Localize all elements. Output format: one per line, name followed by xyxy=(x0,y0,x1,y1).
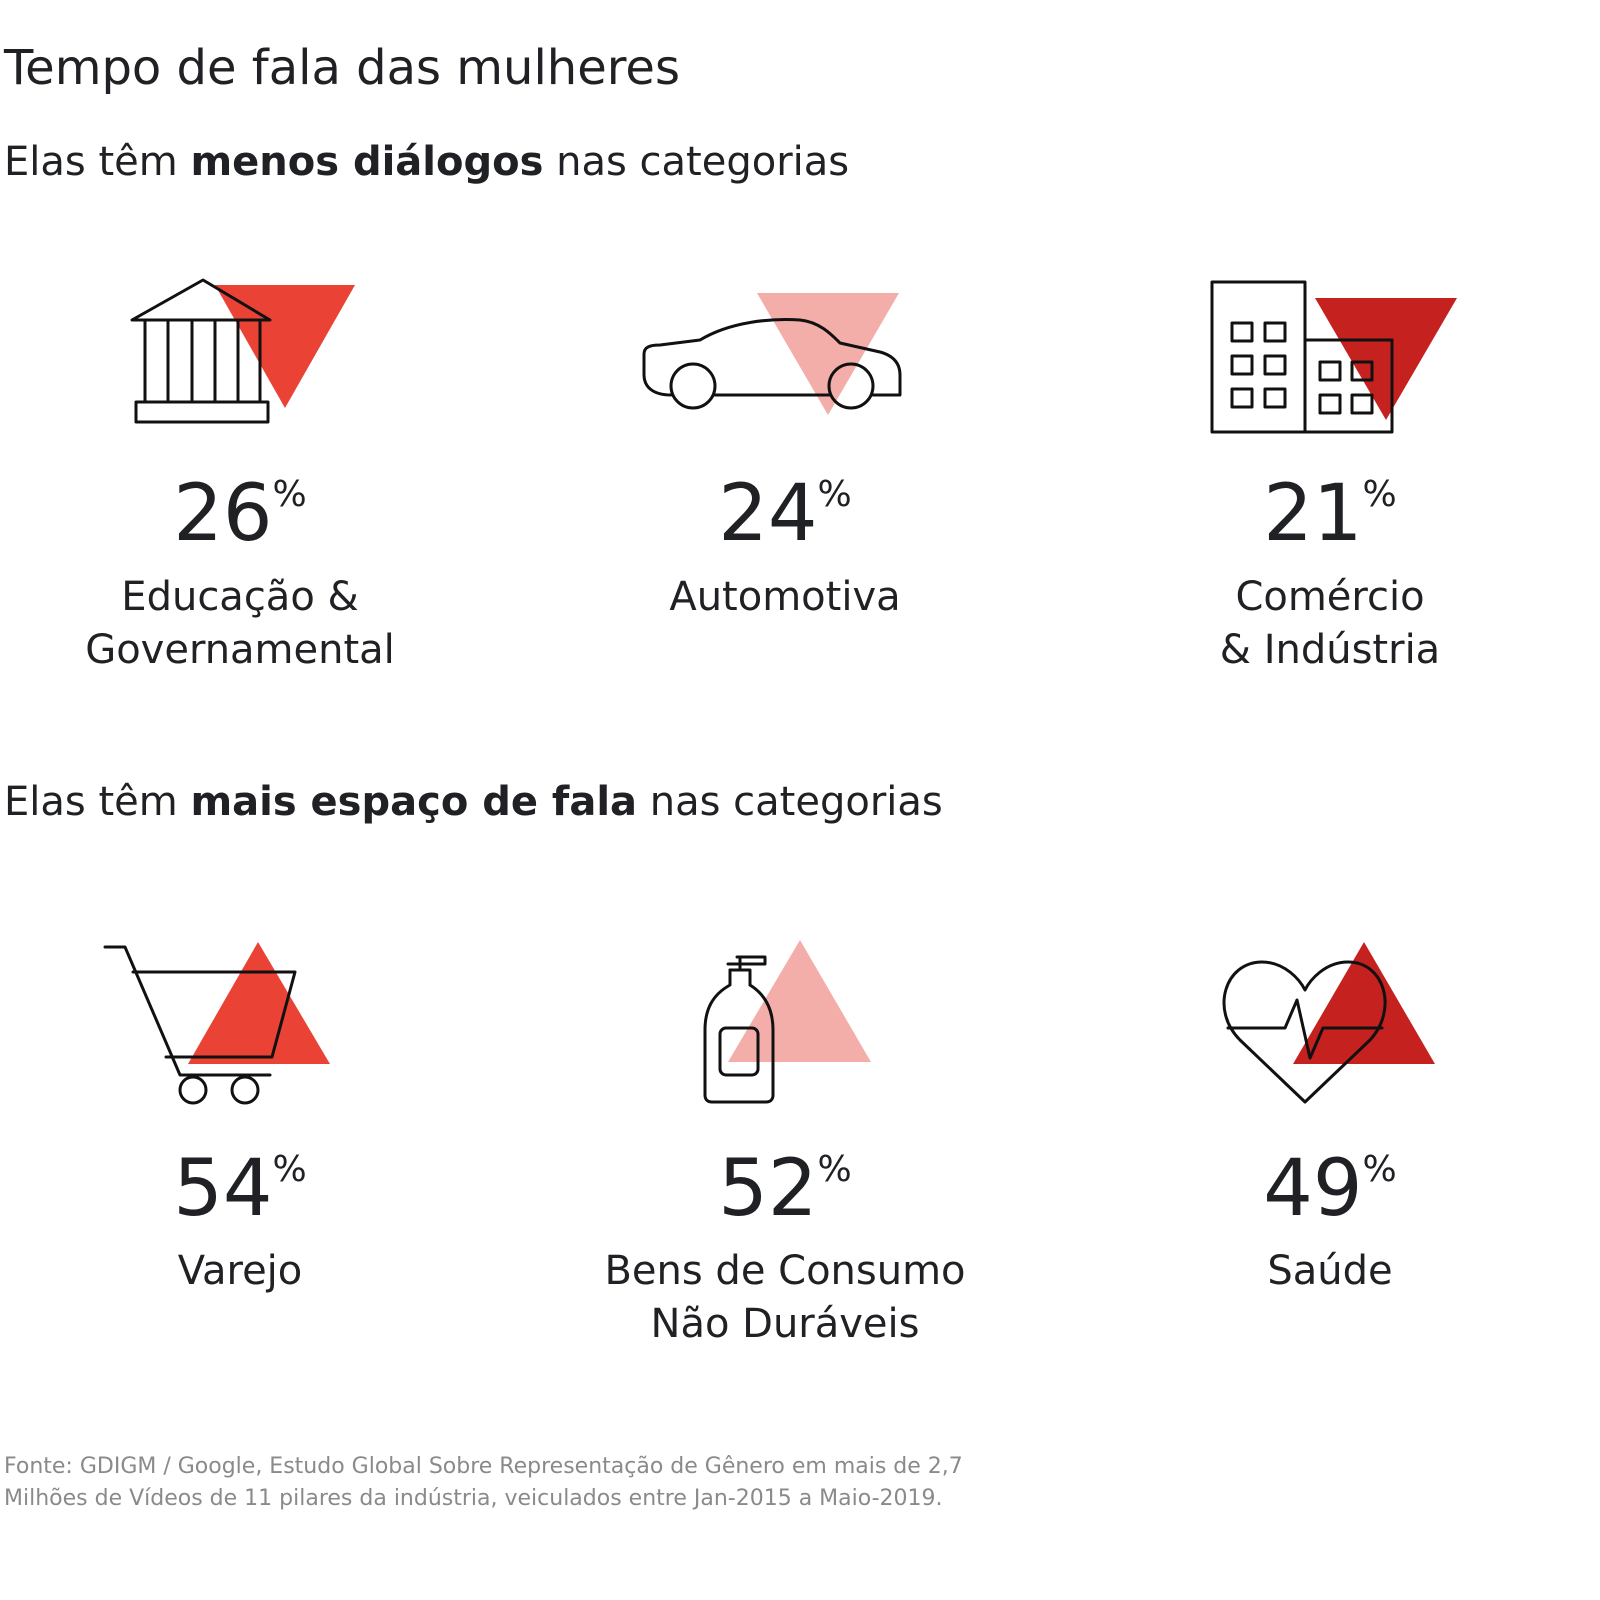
stat-unit: % xyxy=(1363,474,1397,515)
icon-car xyxy=(642,318,902,410)
stat: 24% xyxy=(718,469,851,559)
stat: 49% xyxy=(1263,1144,1396,1234)
icon-soap xyxy=(703,955,775,1104)
stat-unit: % xyxy=(273,1149,307,1190)
heading-text: Elas têm xyxy=(4,139,178,185)
footer-line: Milhões de Vídeos de 11 pilares da indús… xyxy=(4,1486,943,1511)
stat: 52% xyxy=(718,1144,851,1234)
stat-value: 52 xyxy=(718,1144,817,1234)
footer-line: Fonte: GDIGM / Google, Estudo Global Sob… xyxy=(4,1454,963,1479)
title: Tempo de fala das mulheres xyxy=(3,40,680,96)
heading-text: nas categorias xyxy=(556,139,849,185)
icon-buildings xyxy=(1210,280,1394,434)
stat: 26% xyxy=(173,469,306,559)
stat-unit: % xyxy=(273,474,307,515)
heading-bold: menos diálogos xyxy=(190,139,543,185)
stat-label: Varejo xyxy=(178,1248,303,1294)
triangle xyxy=(1315,298,1457,420)
heading-bold: mais espaço de fala xyxy=(190,779,637,825)
stat-unit: % xyxy=(1363,1149,1397,1190)
stat-value: 54 xyxy=(173,1144,272,1234)
icon-heart xyxy=(1222,960,1387,1104)
stat-label: Educação & xyxy=(121,574,358,620)
triangle xyxy=(188,942,330,1064)
stat: 54% xyxy=(173,1144,306,1234)
stat-label: Não Duráveis xyxy=(651,1301,920,1347)
heading-text: Elas têm xyxy=(4,779,178,825)
triangle xyxy=(728,940,871,1062)
stat-label: & Indústria xyxy=(1220,627,1440,673)
stat-value: 26 xyxy=(173,469,272,559)
section-heading: Elas têm menos diálogos nas categorias xyxy=(4,139,849,185)
stat-label: Bens de Consumo xyxy=(604,1248,965,1294)
stat-value: 24 xyxy=(718,469,817,559)
stat-unit: % xyxy=(818,1149,852,1190)
stat-label: Governamental xyxy=(85,627,395,673)
stat: 21% xyxy=(1263,469,1396,559)
stat-value: 49 xyxy=(1263,1144,1362,1234)
heading-text: nas categorias xyxy=(650,779,943,825)
triangle xyxy=(215,285,355,408)
stat-label: Automotiva xyxy=(669,574,900,620)
stat-label: Saúde xyxy=(1267,1248,1392,1294)
triangle xyxy=(1293,942,1435,1064)
triangle xyxy=(757,293,899,415)
stat-unit: % xyxy=(818,474,852,515)
stat-label: Comércio xyxy=(1235,574,1424,620)
icon-cart xyxy=(103,945,297,1105)
section-heading: Elas têm mais espaço de fala nas categor… xyxy=(4,779,943,825)
stat-value: 21 xyxy=(1263,469,1362,559)
icon-building xyxy=(130,278,272,424)
